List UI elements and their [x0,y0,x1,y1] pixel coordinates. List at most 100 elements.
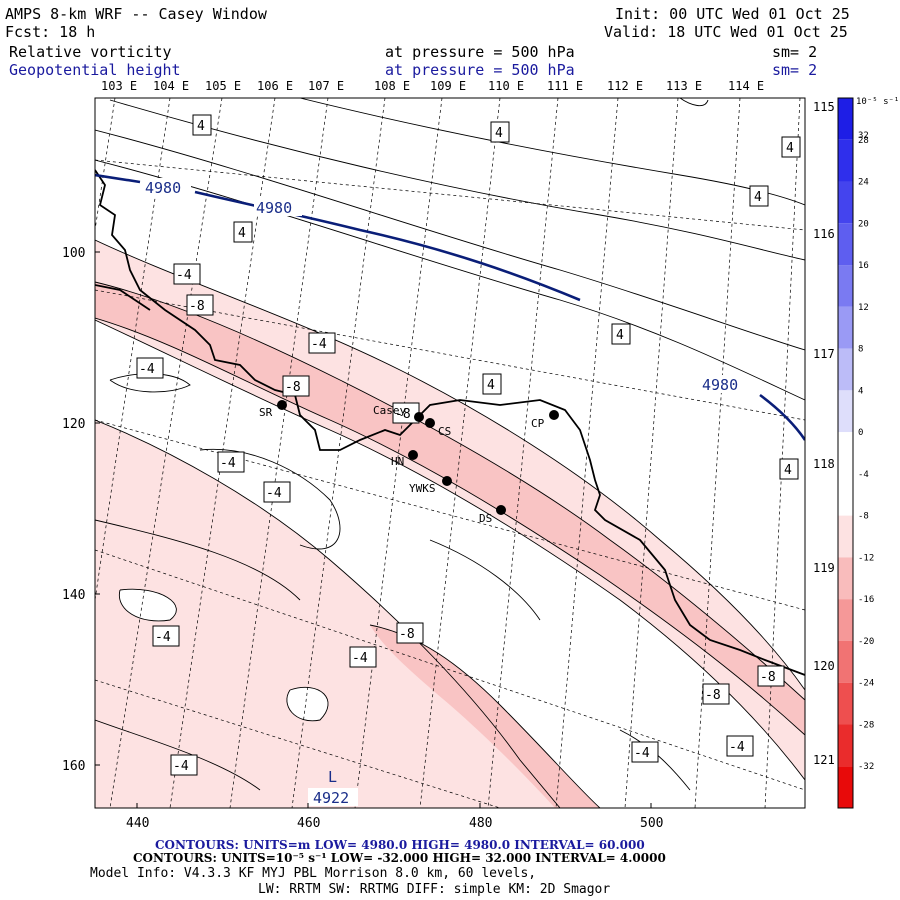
colorbar-segment [838,766,853,808]
vort-label: -8 [396,622,424,644]
colorbar-tick-label: 32 [858,131,869,141]
field2-name: Geopotential height [9,61,181,79]
vort-label: -4 [631,741,659,763]
plot-area: 4 4 4 4 4 4 4 4 4 -4 -8 -4 -4 -8 -8 -4 -… [95,98,805,808]
height-label: 4980 [145,179,181,197]
figure-title: AMPS 8-km WRF -- Casey Window [5,5,268,23]
vort-label: 4 [779,458,799,480]
colorbar-segment [838,724,853,767]
colorbar-frame [837,97,854,809]
colorbar-segment [838,348,853,391]
lon-label: 114 E [728,79,764,93]
colorbar-tick-label: 12 [858,303,869,313]
colorbar-tick-label: -20 [858,637,874,647]
vort-label: -4 [152,625,180,647]
lon-label: 105 E [205,79,241,93]
vort-label: 4 [749,185,769,207]
station-dot [442,476,452,486]
vort-label: -4 [170,754,198,776]
svg-text:-8: -8 [285,380,301,395]
colorbar-segment [838,515,853,558]
station-dot [496,505,506,515]
vort-label: -8 [282,375,310,397]
stations: SR Casey CS CP HN YWKS DS [259,400,559,525]
low-marker: L 4922 [308,768,358,807]
vorticity-shading-medium [95,282,805,808]
vort-label: 4 [192,114,212,136]
svg-text:4: 4 [784,463,792,478]
field2-smoothing: sm= 2 [772,61,817,79]
svg-text:4: 4 [495,126,503,141]
coastline [95,169,805,676]
colorbar-tick-label: -32 [858,762,874,772]
svg-text:-4: -4 [311,337,327,352]
colorbar-tick-label: 28 [858,136,869,146]
svg-text:4: 4 [786,141,794,156]
field2-pressure: at pressure = 500 hPa [385,61,575,79]
station-label: Casey [373,404,406,417]
lon-label: 107 E [308,79,344,93]
x-tick-label: 460 [297,816,320,831]
x-tick-label: 500 [640,816,663,831]
svg-text:-4: -4 [634,746,650,761]
low-letter: L [328,768,337,786]
forecast-hour: Fcst: 18 h [5,23,95,41]
init-time: Init: 00 UTC Wed 01 Oct 25 [615,5,850,23]
vorticity-labels: 4 4 4 4 4 4 4 4 4 -4 -8 -4 -4 -8 -8 -4 -… [136,114,801,776]
lon-label: 112 E [607,79,643,93]
svg-text:-8: -8 [189,299,205,314]
colorbar-segment [838,390,853,433]
svg-text:-4: -4 [176,268,192,283]
colorbar-unit: 10⁻⁵ s⁻¹ [856,97,899,107]
vort-label: 4 [490,121,510,143]
vort-label: -8 [757,665,785,687]
svg-text:4: 4 [616,328,624,343]
vort-label: -8 [392,402,420,424]
svg-text:4: 4 [238,226,246,241]
vort-label: -8 [702,683,730,705]
vort-label: -4 [349,646,377,668]
colorbar-tick-label: 8 [858,345,863,355]
vort-label: -4 [173,263,201,285]
svg-text:-8: -8 [760,670,776,685]
lon-label: 113 E [666,79,702,93]
station-label: CP [531,417,545,430]
field1-pressure: at pressure = 500 hPa [385,43,575,61]
svg-text:-4: -4 [220,456,236,471]
colorbar-segment [838,98,853,140]
low-value: 4922 [313,789,349,807]
vort-label: 4 [482,373,502,395]
colorbar-segment [838,139,853,182]
y-tick-label: 120 [62,417,85,432]
station-label: SR [259,406,273,419]
station-dot [408,450,418,460]
colorbar: 28 24 20 16 12 8 4 0 -4 -8 -12 -16 -20 -24 -28 -32 32 [837,97,874,809]
lon-label: 111 E [547,79,583,93]
y-axis [95,251,100,766]
station-label: YWKS [409,482,436,495]
colorbar-segment [838,432,853,474]
y-tick-label: 100 [62,246,85,261]
station-label: CS [438,425,451,438]
svg-text:-4: -4 [173,759,189,774]
vort-label: 4 [611,323,631,345]
station-dot [277,400,287,410]
station-dot [549,410,559,420]
footer-height-contours: CONTOURS: UNITS=m LOW= 4980.0 HIGH= 4980… [155,838,645,852]
colorbar-segment [838,557,853,600]
lon-label: 109 E [430,79,466,93]
y-tick-label: 140 [62,588,85,603]
colorbar-tick-label: -8 [858,512,869,522]
svg-text:4: 4 [197,119,205,134]
lon-label: 110 E [488,79,524,93]
colorbar-tick-label: -24 [858,679,874,689]
colorbar-tick-label: 0 [858,428,863,438]
colorbar-tick-label: -4 [858,470,869,480]
colorbar-tick-label: 24 [858,178,869,188]
vort-label: 4 [781,136,801,158]
colorbar-segment [838,640,853,683]
vort-label: -4 [217,451,245,473]
vort-label: -8 [186,294,214,316]
y-tick-label: 160 [62,759,85,774]
